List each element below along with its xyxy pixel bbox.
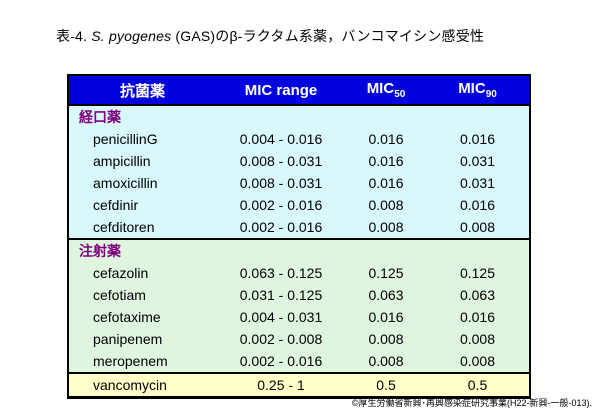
table-row: penicillinG 0.004 - 0.016 0.016 0.016 [69,128,529,150]
mic90-value: 0.031 [426,150,529,172]
table-row: amoxicillin 0.008 - 0.031 0.016 0.031 [69,172,529,194]
drug-name: cefotiam [69,284,216,306]
title-species-name: S. pyogenes [91,28,172,44]
column-header-mic50: MIC50 [346,76,426,106]
drug-name: penicillinG [69,128,216,150]
mic-range-value: 0.002 - 0.016 [216,216,346,239]
mic50-value: 0.008 [346,216,426,239]
drug-name: meropenem [69,350,216,373]
table-row: cefditoren 0.002 - 0.016 0.008 0.008 [69,216,529,239]
mic50-value: 0.016 [346,128,426,150]
section-header-oral: 経口薬 [69,105,529,128]
section-label: 注射薬 [69,238,216,262]
mic-susceptibility-table: 抗菌薬 MIC range MIC50 MIC90 経口薬 penicillin… [67,74,531,399]
mic90-value: 0.016 [426,194,529,216]
mic-range-value: 0.002 - 0.016 [216,350,346,373]
mic90-value: 0.016 [426,128,529,150]
section-label: 経口薬 [69,105,216,128]
mic50-value: 0.5 [346,372,426,396]
mic-range-value: 0.25 - 1 [216,372,346,396]
drug-name: cefazolin [69,262,216,284]
mic50-subscript: 50 [394,89,406,100]
table-row: cefdinir 0.002 - 0.016 0.008 0.016 [69,194,529,216]
mic90-value: 0.008 [426,350,529,373]
drug-name: panipenem [69,328,216,350]
title-suffix: (GAS)のβ-ラクタム系薬，バンコマイシン感受性 [171,28,485,44]
mic90-subscript: 90 [485,89,497,100]
mic-range-value: 0.004 - 0.031 [216,306,346,328]
drug-name: cefdinir [69,194,216,216]
drug-name: ampicillin [69,150,216,172]
section-header-injection: 注射薬 [69,238,529,262]
column-header-drug: 抗菌薬 [69,76,216,106]
mic50-value: 0.125 [346,262,426,284]
table-row: ampicillin 0.008 - 0.031 0.016 0.031 [69,150,529,172]
mic-range-value: 0.004 - 0.016 [216,128,346,150]
table-row: cefotiam 0.031 - 0.125 0.063 0.063 [69,284,529,306]
table-row: cefotaxime 0.004 - 0.031 0.016 0.016 [69,306,529,328]
mic50-value: 0.016 [346,306,426,328]
mic-range-value: 0.008 - 0.031 [216,150,346,172]
mic50-value: 0.008 [346,328,426,350]
mic-range-value: 0.063 - 0.125 [216,262,346,284]
mic50-value: 0.063 [346,284,426,306]
mic90-value: 0.016 [426,306,529,328]
drug-name: cefotaxime [69,306,216,328]
mic90-value: 0.008 [426,216,529,239]
drug-name: vancomycin [69,372,216,396]
slide-title: 表-4. S. pyogenes (GAS)のβ-ラクタム系薬，バンコマイシン感… [56,26,484,46]
drug-name: amoxicillin [69,172,216,194]
table-row: cefazolin 0.063 - 0.125 0.125 0.125 [69,262,529,284]
column-header-mic90: MIC90 [426,76,529,106]
table-row: panipenem 0.002 - 0.008 0.008 0.008 [69,328,529,350]
mic50-value: 0.016 [346,150,426,172]
mic90-value: 0.031 [426,172,529,194]
mic90-value: 0.5 [426,372,529,396]
mic90-value: 0.125 [426,262,529,284]
table-header-row: 抗菌薬 MIC range MIC50 MIC90 [69,76,529,106]
mic-range-value: 0.002 - 0.008 [216,328,346,350]
title-prefix: 表-4. [56,28,92,44]
column-header-mic-range: MIC range [216,76,346,106]
mic50-value: 0.008 [346,194,426,216]
copyright-credit: ©厚生労働省新興･再興感染症研究事業(H22-新興-一般-013). [351,398,592,408]
mic90-value: 0.008 [426,328,529,350]
mic50-value: 0.016 [346,172,426,194]
mic50-value: 0.008 [346,350,426,373]
mic-range-value: 0.002 - 0.016 [216,194,346,216]
table-row: meropenem 0.002 - 0.016 0.008 0.008 [69,350,529,373]
mic-range-value: 0.008 - 0.031 [216,172,346,194]
mic90-value: 0.063 [426,284,529,306]
table-row-vancomycin: vancomycin 0.25 - 1 0.5 0.5 [69,372,529,396]
mic-range-value: 0.031 - 0.125 [216,284,346,306]
drug-name: cefditoren [69,216,216,239]
